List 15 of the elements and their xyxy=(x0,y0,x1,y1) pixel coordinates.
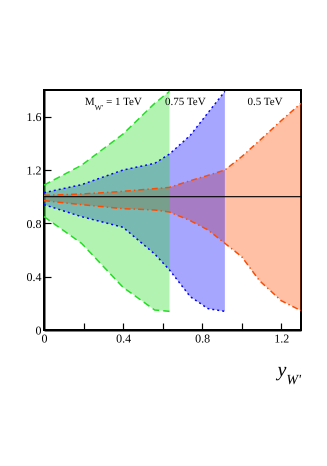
y-tick-label: 0.4 xyxy=(26,270,42,284)
x-tick-label: 1.2 xyxy=(274,332,290,346)
annotation: 0.5 TeV xyxy=(247,96,283,108)
y-tick-label: 0.8 xyxy=(26,216,42,231)
x-axis-title: y$_{W'}$ xyxy=(275,359,302,388)
line-series xyxy=(43,200,302,312)
x-tick-label: 0.4 xyxy=(116,332,132,346)
annotation: 0.75 TeV xyxy=(165,96,206,108)
line-series xyxy=(43,90,226,194)
line-series xyxy=(43,216,170,312)
y-tick-label: 1.2 xyxy=(26,164,42,178)
annotation: M$_{W'}$ = 1 TeV xyxy=(84,96,142,112)
y-tick-label: 1.6 xyxy=(26,110,42,124)
x-tick-label: 0.8 xyxy=(195,332,210,346)
line-series xyxy=(43,204,226,312)
